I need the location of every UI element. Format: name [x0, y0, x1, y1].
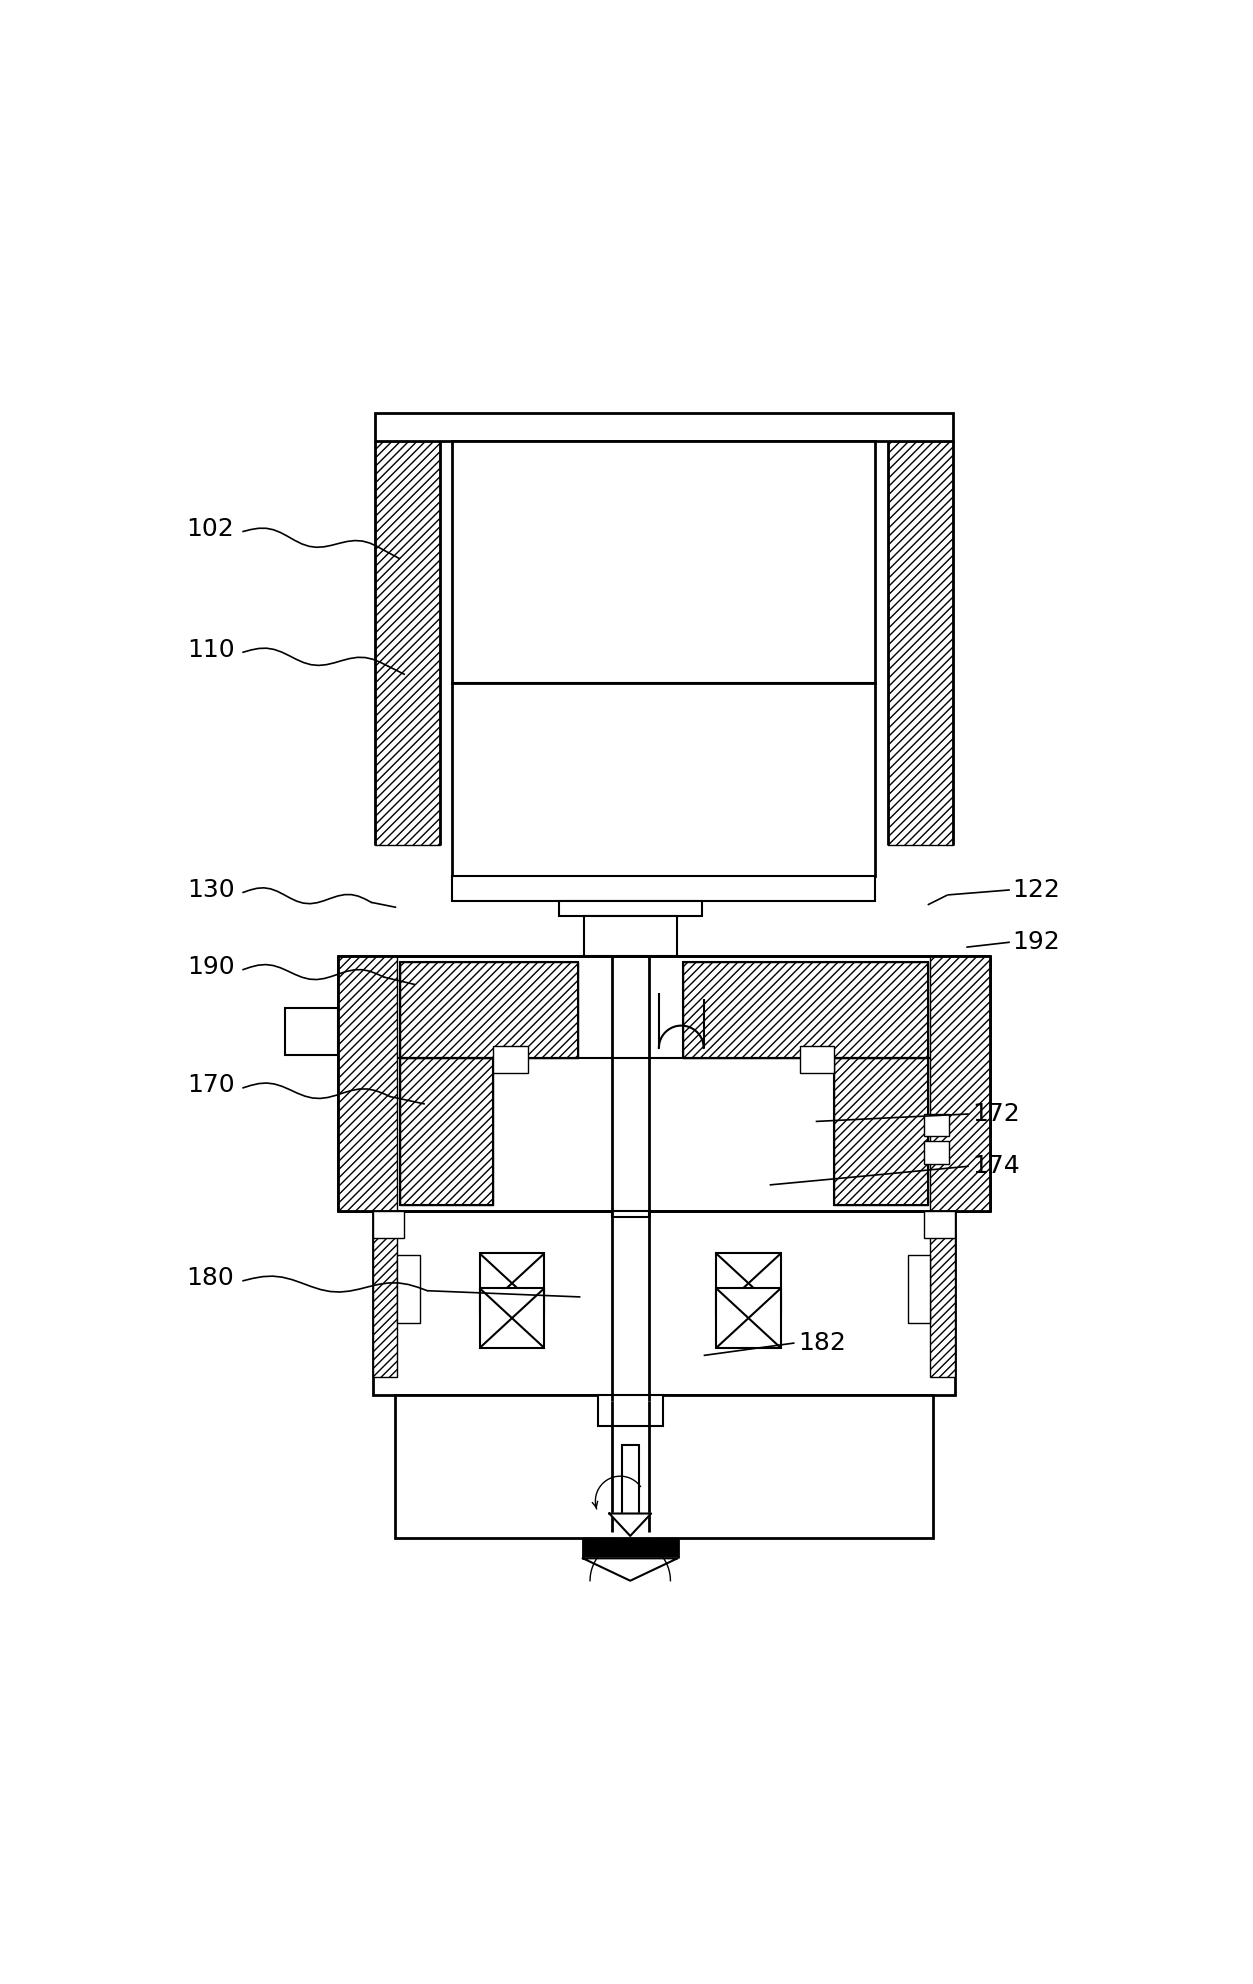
Text: 180: 180: [187, 1266, 234, 1290]
Bar: [286, 1008, 338, 1055]
Bar: [923, 1141, 949, 1165]
Bar: [400, 962, 578, 1057]
Bar: [338, 956, 397, 1210]
Bar: [611, 1210, 649, 1218]
Bar: [400, 1057, 494, 1204]
Polygon shape: [583, 1557, 678, 1581]
Bar: [400, 1057, 494, 1204]
Bar: [621, 1444, 639, 1514]
Text: 190: 190: [187, 954, 234, 980]
Bar: [559, 901, 702, 917]
Bar: [397, 1254, 420, 1323]
Text: 122: 122: [1012, 879, 1060, 903]
Bar: [372, 1210, 955, 1395]
Bar: [372, 1210, 397, 1377]
Bar: [400, 962, 578, 1057]
Bar: [799, 1046, 834, 1073]
Bar: [683, 962, 927, 1057]
Text: 110: 110: [187, 637, 234, 663]
Bar: [480, 1254, 544, 1313]
Bar: [338, 956, 990, 1210]
Bar: [452, 682, 876, 877]
Text: 174: 174: [972, 1155, 1020, 1178]
Bar: [480, 1288, 544, 1347]
Polygon shape: [609, 1514, 652, 1536]
Bar: [452, 440, 876, 682]
Text: 182: 182: [798, 1331, 846, 1355]
Text: 130: 130: [187, 879, 234, 903]
Bar: [888, 440, 952, 845]
Text: 170: 170: [187, 1073, 234, 1097]
Bar: [717, 1254, 781, 1313]
Bar: [375, 413, 952, 440]
Bar: [375, 440, 440, 845]
Bar: [923, 1113, 949, 1137]
Bar: [907, 1254, 930, 1323]
Text: 172: 172: [972, 1101, 1020, 1127]
Bar: [930, 956, 990, 1210]
Bar: [834, 1057, 927, 1204]
Bar: [494, 1046, 529, 1073]
Bar: [683, 962, 927, 1057]
Bar: [584, 917, 677, 956]
Bar: [930, 1210, 955, 1377]
Text: 192: 192: [1012, 930, 1060, 954]
Bar: [717, 1288, 781, 1347]
Bar: [452, 877, 876, 901]
Bar: [598, 1395, 663, 1426]
Bar: [395, 1395, 932, 1538]
Text: 102: 102: [187, 518, 234, 542]
Bar: [372, 1210, 403, 1238]
Bar: [923, 1210, 955, 1238]
Bar: [834, 1057, 927, 1204]
